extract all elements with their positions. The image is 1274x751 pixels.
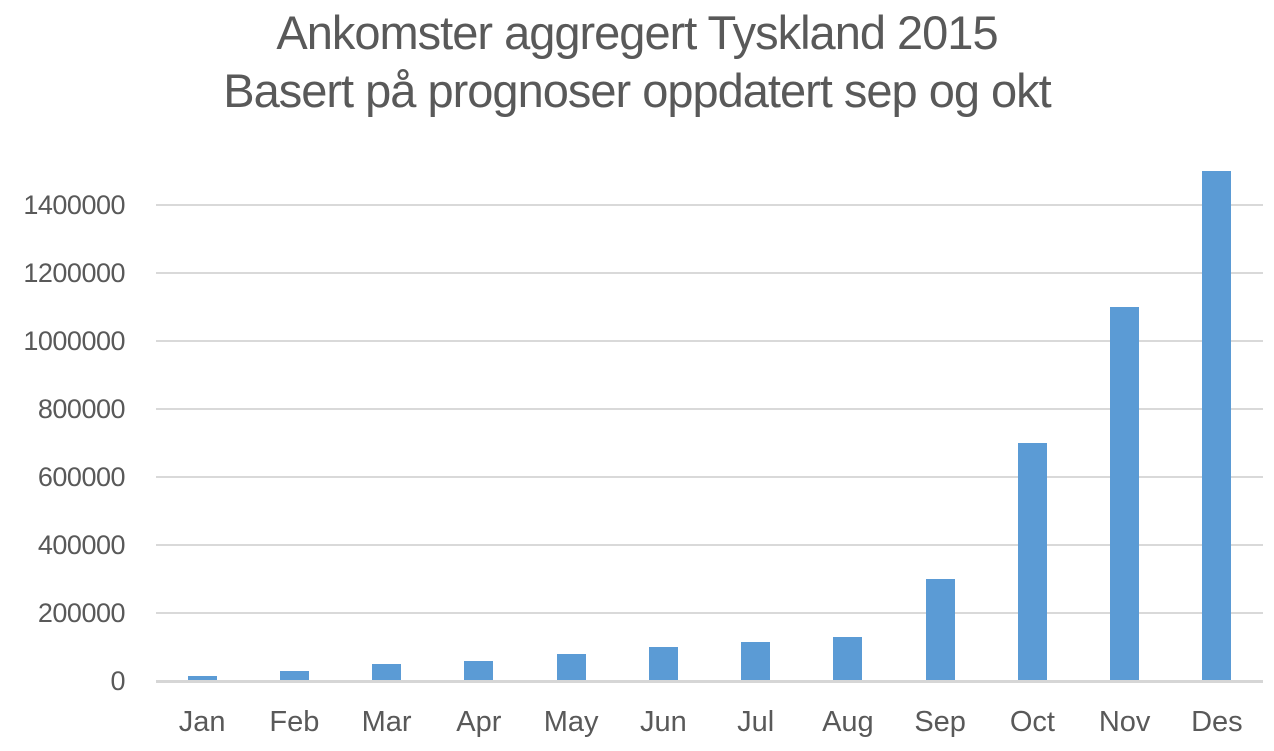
bar-jul: [741, 641, 771, 680]
gridline: [156, 272, 1263, 274]
bar-oct: [1017, 443, 1047, 680]
x-axis-tick-label: Jun: [639, 706, 687, 738]
bar-may: [556, 653, 586, 680]
gridline: [156, 204, 1263, 206]
y-axis-tick-label: 600000: [37, 462, 126, 492]
bar-des: [1202, 171, 1232, 680]
gridline: [156, 476, 1263, 478]
x-axis-tick-label: Oct: [1009, 706, 1055, 738]
x-axis-tick-label: May: [543, 706, 599, 738]
y-axis-tick-label: 800000: [37, 394, 126, 424]
y-axis-tick-label: 400000: [37, 530, 126, 560]
bar-sep: [925, 579, 955, 680]
x-axis-tick-label: Jul: [737, 706, 775, 738]
x-axis-tick-label: Sep: [914, 706, 966, 738]
chart-title-line2: Basert på prognoser oppdatert sep og okt: [223, 64, 1051, 117]
x-axis-tick-label: Nov: [1098, 706, 1151, 738]
x-axis-tick-label: Feb: [269, 706, 320, 738]
bar-jan: [187, 675, 217, 680]
chart-title-line1: Ankomster aggregert Tyskland 2015: [276, 6, 998, 59]
x-axis-tick-label: Jan: [178, 706, 226, 738]
x-axis-tick-label: Des: [1191, 706, 1243, 738]
gridline: [156, 408, 1263, 410]
y-axis-tick-label: 1200000: [23, 258, 125, 288]
x-axis-tick-label: Mar: [361, 706, 412, 738]
gridline: [156, 612, 1263, 614]
bar-nov: [1110, 307, 1140, 680]
x-axis-tick-label: Apr: [456, 706, 502, 738]
gridline: [156, 340, 1263, 342]
bar-mar: [372, 664, 402, 680]
chart-title: Ankomster aggregert Tyskland 2015 Basert…: [0, 4, 1274, 120]
y-axis-tick-label: 1400000: [23, 190, 125, 220]
y-axis-tick-label: 200000: [37, 598, 126, 628]
bar-feb: [279, 670, 309, 680]
y-axis-tick-label: 1000000: [23, 326, 125, 356]
y-axis-tick-label: 0: [110, 666, 125, 696]
x-axis-tick-label: Aug: [822, 706, 874, 738]
x-axis-line: [156, 680, 1263, 683]
bar-aug: [833, 636, 863, 680]
bar-apr: [464, 660, 494, 680]
bar-jun: [648, 647, 678, 680]
gridline: [156, 544, 1263, 546]
